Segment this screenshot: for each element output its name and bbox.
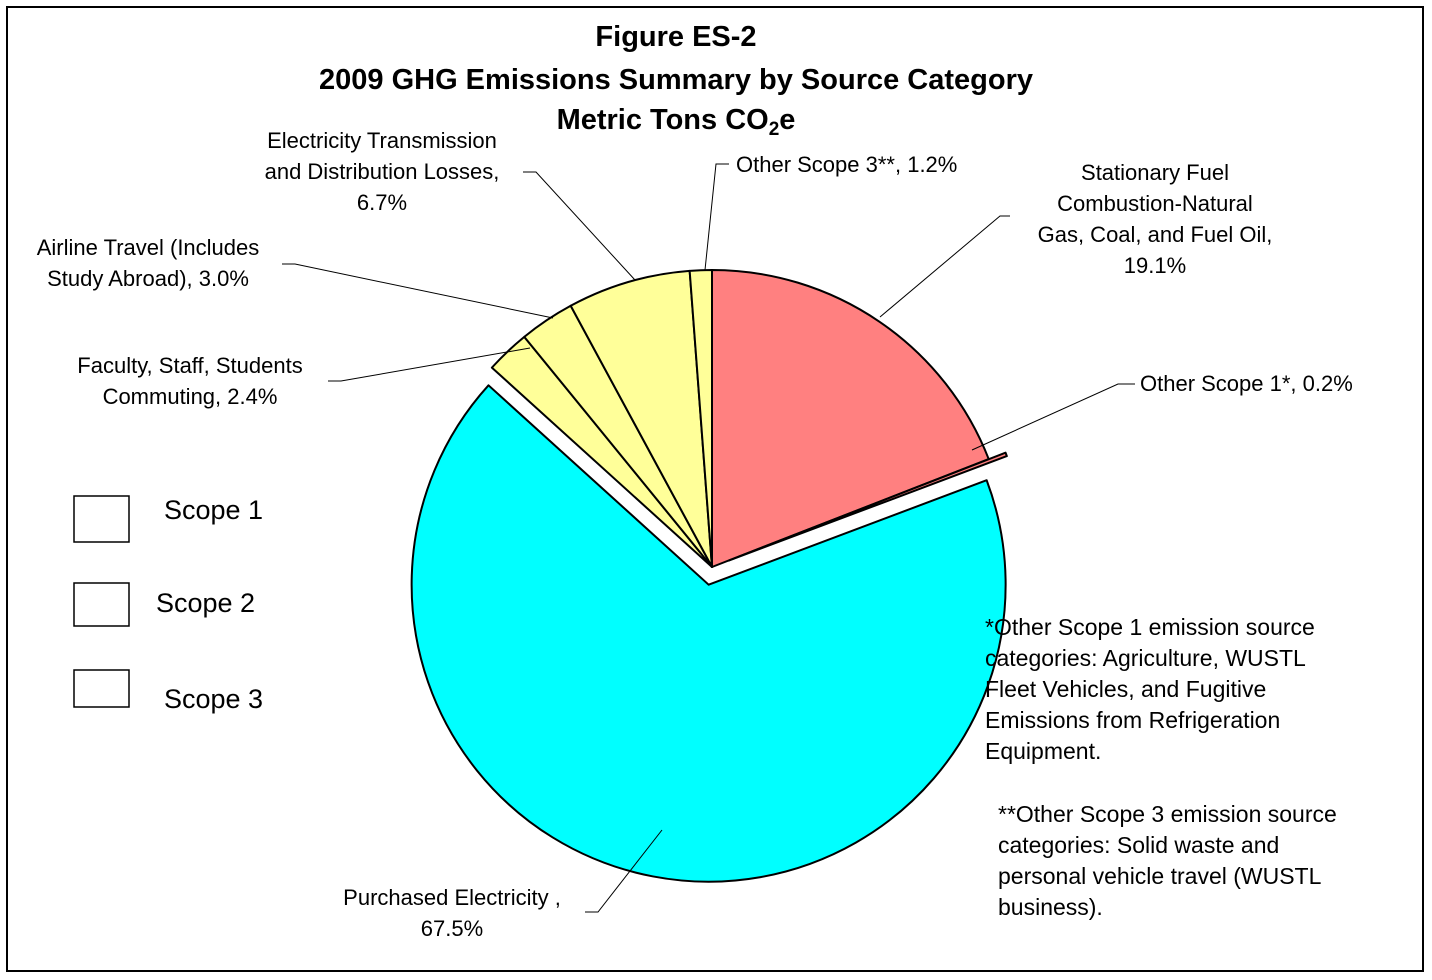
footnote-line: Fleet Vehicles, and Fugitive (985, 676, 1266, 702)
slice-label-line: Commuting, 2.4% (103, 384, 278, 409)
leader-line-other-scope-3 (704, 163, 729, 271)
slice-label-line: Purchased Electricity , (343, 885, 561, 910)
pie-slice-other-scope-3 (688, 269, 713, 568)
footnote-line: categories: Agriculture, WUSTL (985, 645, 1306, 671)
slice-label-line: 19.1% (1124, 253, 1186, 278)
slice-label-line: Combustion-Natural (1057, 191, 1253, 216)
slice-label-stationary-fuel-combustion-natural-gas-coal-and-fuel-oil: Stationary Fuel Combustion-Natural Gas, Co… (1038, 160, 1273, 278)
slice-label-electricity-transmission-and-distribution-losses: Electricity Transmission and Distribution… (265, 128, 500, 215)
slice-label-line: Gas, Coal, and Fuel Oil, (1038, 222, 1273, 247)
slice-label-airline-travel-includes-study-abroad: Airline Travel (Includes Study Abroad), 3… (37, 235, 260, 291)
slice-label-line: and Distribution Losses, (265, 159, 500, 184)
slice-label-other-scope-1: Other Scope 1*, 0.2% (1140, 371, 1353, 396)
slice-label-line: Study Abroad), 3.0% (47, 266, 249, 291)
footnote-line: categories: Solid waste and (998, 832, 1279, 858)
slice-label-faculty-staff-students-commuting: Faculty, Staff, Students Commuting, 2.4% (77, 353, 302, 409)
leader-line-other-scope-1 (971, 383, 1135, 451)
unit-subscript: 2 (769, 119, 780, 140)
chart-frame (6, 6, 1424, 972)
legend-label-scope-1: Scope 1 (164, 495, 263, 525)
legend-label-scope-3: Scope 3 (164, 684, 263, 714)
slice-label-line: 6.7% (357, 190, 407, 215)
slice-label-purchased-electricity: Purchased Electricity , 67.5% (343, 885, 561, 941)
leader-line-purchased-electricity (585, 829, 663, 913)
leader-line-faculty-staff-students-commuting (328, 347, 531, 382)
legend-swatch-scope-2 (73, 582, 130, 627)
leader-line-airline-travel-includes-study-abroad (282, 263, 554, 319)
footnote-line: business). (998, 894, 1103, 920)
pie-labels: Stationary Fuel Combustion-Natural Gas, Co… (37, 128, 1353, 941)
pie-slice-stationary-fuel-combustion-natural-gas-coal-and-fuel-oil (711, 269, 990, 568)
footnote-line: *Other Scope 1 emission source (985, 614, 1315, 640)
footnote-line: Equipment. (985, 738, 1101, 764)
slice-label-line: Other Scope 1*, 0.2% (1140, 371, 1353, 396)
slice-label-line: Other Scope 3**, 1.2% (736, 152, 957, 177)
legend-swatch-scope-1 (73, 495, 130, 543)
pie-slice-electricity-transmission-and-distribution-losses (569, 269, 713, 568)
slice-label-line: Airline Travel (Includes (37, 235, 260, 260)
footnote-line: Emissions from Refrigeration (985, 707, 1280, 733)
chart-title: Figure ES-2 (595, 21, 756, 53)
footnote-line: personal vehicle travel (WUSTL (998, 863, 1322, 889)
legend: Scope 1 Scope 2 Scope 3 (73, 495, 263, 714)
slice-label-line: Stationary Fuel (1081, 160, 1229, 185)
unit-prefix: Metric Tons CO (557, 104, 769, 136)
pie-slice-purchased-electricity (410, 384, 1007, 883)
slice-label-line: 67.5% (421, 916, 483, 941)
unit-suffix: e (779, 104, 795, 136)
footnote-1: *Other Scope 1 emission source categories… (985, 614, 1315, 764)
footnote-2: **Other Scope 3 emission source categorie… (998, 801, 1337, 920)
footnotes: *Other Scope 1 emission source categories… (985, 614, 1337, 920)
chart-subtitle: 2009 GHG Emissions Summary by Source Cat… (319, 64, 1033, 96)
slice-label-line: Electricity Transmission (267, 128, 497, 153)
pie-leader-lines (282, 163, 1135, 913)
footnote-line: **Other Scope 3 emission source (998, 801, 1337, 827)
slice-label-line: Faculty, Staff, Students (77, 353, 302, 378)
chart-title-group: Figure ES-2 2009 GHG Emissions Summary b… (319, 21, 1033, 140)
leader-line-electricity-transmission-and-distribution-losses (523, 171, 636, 281)
chart-unit-line: Metric Tons CO2e (557, 104, 796, 140)
legend-label-scope-2: Scope 2 (156, 588, 255, 618)
pie-slice-other-scope-1 (727, 451, 1008, 562)
legend-swatch-scope-3 (73, 669, 130, 708)
pie-slices (410, 269, 1008, 883)
leader-line-stationary-fuel-combustion-natural-gas-coal-and-fuel-oil (879, 215, 1010, 318)
slice-label-other-scope-3: Other Scope 3**, 1.2% (736, 152, 957, 177)
